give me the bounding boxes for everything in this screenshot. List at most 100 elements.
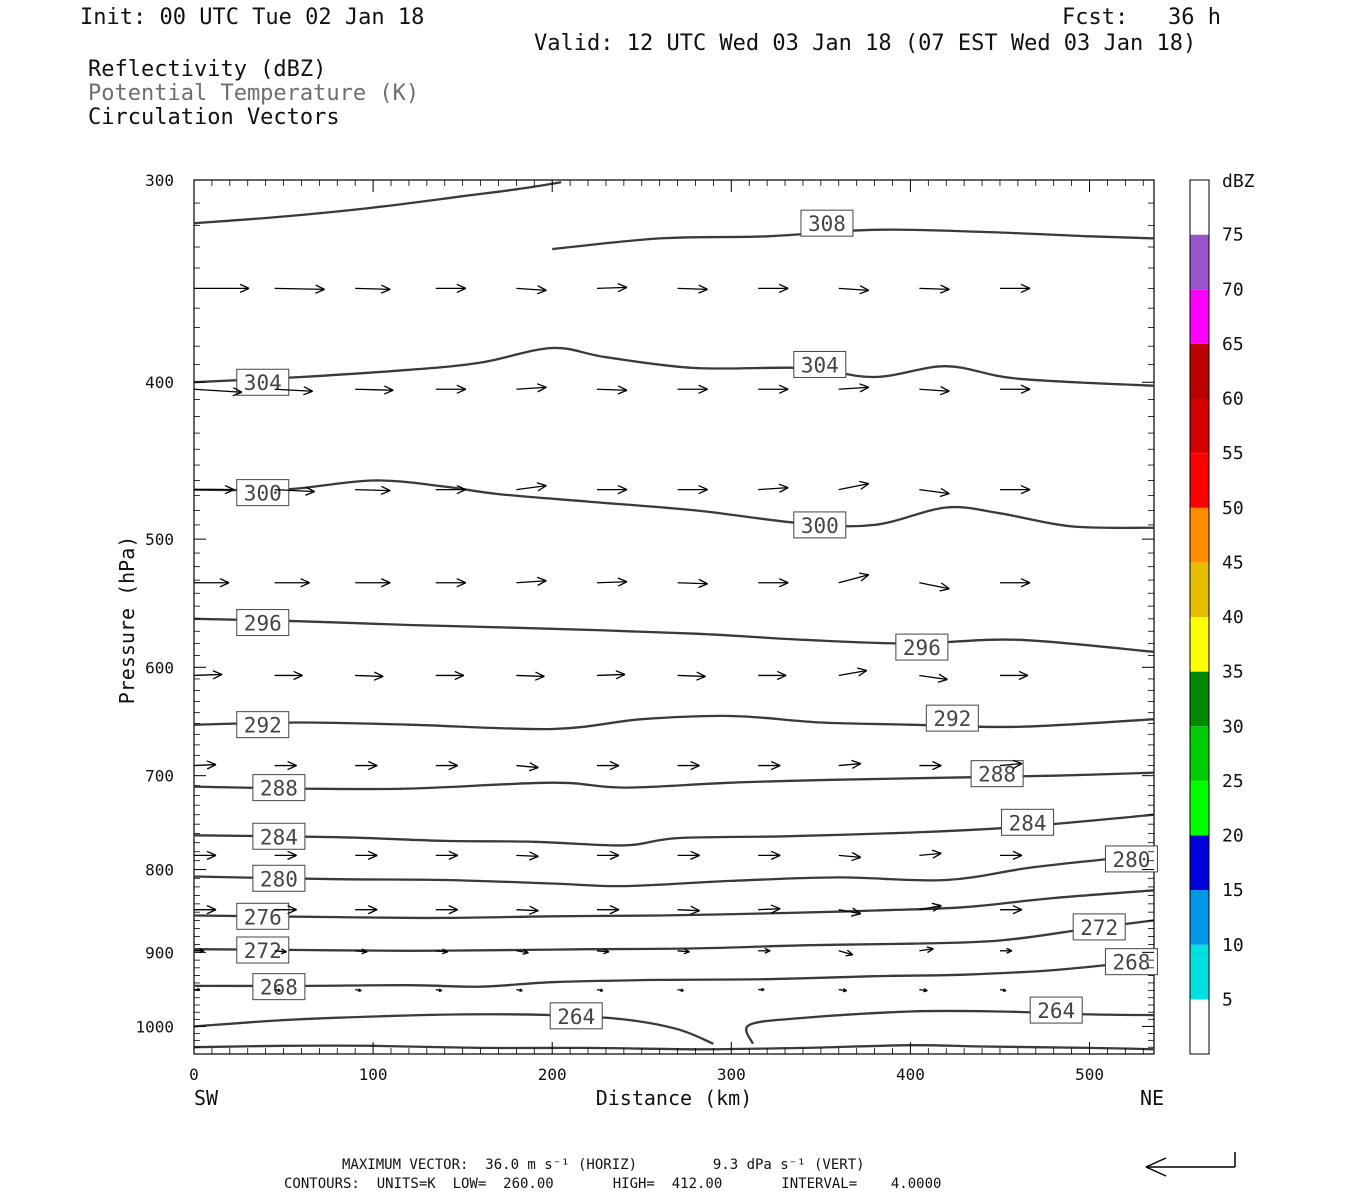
vector-head-b	[690, 760, 700, 767]
contour-label-box-7a	[1104, 845, 1158, 873]
vector-head-b	[281, 948, 287, 953]
contour-info-note: CONTOURS: UNITS=K LOW= 260.00 HIGH= 412.…	[284, 1176, 942, 1192]
colorbar-band-5	[1190, 726, 1209, 781]
contour-label-1b: 304	[244, 371, 282, 395]
vector-head-a	[932, 905, 942, 912]
contour-label-box-5a	[970, 760, 1024, 788]
vector-head-b	[843, 988, 848, 992]
vector-arrow-0-1	[274, 284, 325, 294]
vector-head-b	[1012, 759, 1023, 765]
vector-head-a	[696, 675, 706, 681]
vector-shaft	[596, 673, 626, 677]
vector-arrow-6-3	[435, 850, 459, 860]
vector-arrow-7-4	[516, 905, 539, 915]
vector-head-a	[522, 952, 529, 955]
sw-end-label: SW	[194, 1086, 219, 1110]
vector-head-a	[858, 669, 868, 677]
vector-arrow-7-2	[355, 905, 378, 915]
vector-shaft	[516, 580, 547, 584]
field-potential-temperature: Potential Temperature (K)	[88, 81, 420, 106]
vector-head-a	[690, 910, 700, 915]
vector-head-a	[698, 288, 708, 294]
colorbar-tick-label-70: 70	[1222, 279, 1244, 300]
vector-arrow-2-8	[838, 480, 870, 491]
vector-arrow-8-9	[919, 946, 934, 954]
vector-arrow-9-3	[435, 988, 443, 993]
vector-head-a	[1012, 909, 1023, 915]
vector-arrow-4-5	[596, 670, 626, 680]
vector-arrow-2-9	[919, 487, 950, 498]
vector-head-a	[537, 580, 547, 586]
vector-head-a	[617, 389, 628, 395]
vector-head-a	[219, 582, 230, 588]
vector-head-a	[287, 764, 297, 771]
vector-head-a	[609, 764, 620, 771]
vector-arrow-4-0	[193, 670, 223, 680]
vector-head-b	[690, 850, 700, 856]
colorbar-band-7	[1190, 617, 1209, 672]
vector-shaft	[999, 762, 1023, 767]
contour-label-box-1b	[236, 368, 290, 396]
vector-arrow-1-0	[193, 387, 243, 397]
vector-arrow-0-8	[838, 285, 870, 295]
vector-head-a	[280, 951, 287, 955]
vector-arrow-5-3	[435, 760, 459, 771]
vector-head-a	[537, 485, 547, 492]
contour-label-box-11a	[549, 1002, 603, 1030]
vector-head-b	[940, 582, 950, 590]
vector-head-b	[778, 578, 789, 584]
vector-head-b	[1003, 988, 1007, 992]
vector-shaft	[596, 950, 610, 953]
vector-shaft	[516, 950, 529, 954]
vector-head-a	[537, 386, 547, 393]
vector-shaft	[677, 674, 706, 678]
vector-head-b	[303, 386, 313, 392]
vector-arrow-8-4	[516, 948, 529, 955]
vector-head-b	[857, 667, 867, 672]
vector-head-b	[367, 760, 378, 767]
contour-label-6a: 284	[1009, 811, 1047, 835]
vector-head-a	[1012, 854, 1023, 860]
vector-layer	[193, 283, 1031, 993]
contour-label-layer: 308 304 304 300 300 296 296 292 292 288 288 284 284 2…	[236, 209, 1158, 1030]
vector-arrow-0-7	[758, 283, 789, 294]
vector-head-b	[609, 905, 620, 911]
vector-arrow-3-10	[999, 578, 1031, 588]
vector-arrow-1-9	[919, 386, 950, 396]
vector-head-a	[859, 289, 870, 295]
vector-shaft	[919, 488, 950, 495]
vector-arrow-8-7	[758, 947, 771, 954]
vector-head-b	[454, 670, 465, 677]
vector-shaft	[838, 950, 853, 956]
vector-shaft	[274, 287, 325, 291]
vector-arrow-3-4	[516, 576, 547, 586]
vector-head-b	[536, 576, 547, 582]
vector-head-b	[381, 485, 391, 492]
vector-shaft	[838, 574, 869, 584]
vector-arrow-4-1	[274, 670, 303, 681]
vector-head-b	[1020, 384, 1031, 390]
vector-head-a	[851, 856, 861, 862]
vector-head-a	[536, 289, 547, 295]
vector-head-b	[224, 484, 235, 491]
y-tick-label-800: 800	[145, 861, 174, 880]
vector-head-b	[206, 905, 217, 911]
vector-shaft	[838, 482, 869, 491]
contour-line-308-b	[552, 228, 1155, 251]
vector-arrow-8-5	[596, 948, 610, 955]
vector-head-b	[617, 283, 628, 288]
vector-head-a	[939, 390, 950, 396]
vector-head-b	[535, 671, 545, 678]
reference-vector-head-lower	[1145, 1166, 1167, 1177]
field-reflectivity: Reflectivity (dBZ)	[88, 57, 327, 82]
contour-line-300	[193, 479, 1155, 530]
vector-head-a	[1006, 950, 1013, 954]
vector-head-b	[206, 850, 217, 856]
vector-head-b	[698, 578, 708, 585]
vector-shaft	[919, 287, 950, 291]
vector-head-b	[381, 284, 391, 290]
vector-head-b	[448, 760, 459, 767]
vector-shaft	[193, 388, 243, 393]
vector-arrow-6-4	[516, 851, 539, 861]
vector-arrow-9-7	[758, 987, 765, 992]
